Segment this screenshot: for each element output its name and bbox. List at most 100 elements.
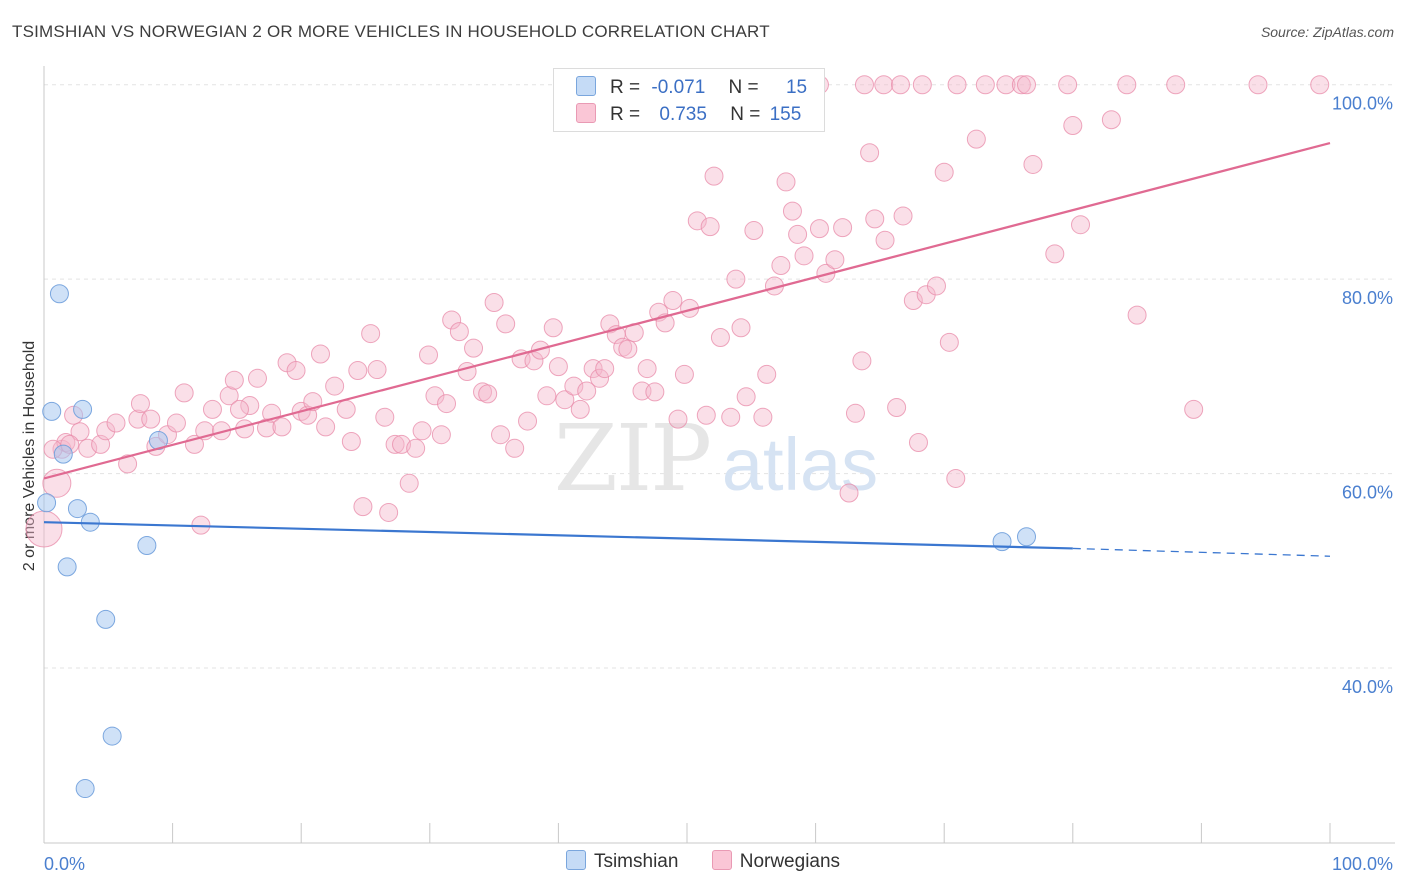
norwegians-point xyxy=(96,421,116,441)
norwegians-point xyxy=(361,324,381,344)
norwegians-point xyxy=(845,403,865,423)
norwegians-point xyxy=(710,327,730,347)
tsimshian-point xyxy=(137,536,157,556)
y-tick-label: 60.0% xyxy=(1342,483,1393,503)
norwegians-point xyxy=(865,209,885,229)
norwegians-point xyxy=(1248,75,1268,95)
tsimshian-point xyxy=(57,557,77,577)
norwegians-point xyxy=(202,399,222,419)
norwegians-point xyxy=(782,201,802,221)
norwegians-point xyxy=(700,217,720,237)
norwegians-point xyxy=(890,75,910,95)
norwegians-point xyxy=(926,276,946,296)
norwegians-point xyxy=(425,386,445,406)
norwegians-point xyxy=(704,166,724,186)
tsimshian-point xyxy=(53,444,73,464)
norwegians-point xyxy=(524,351,544,371)
norwegians-point xyxy=(1117,75,1137,95)
norwegians-point xyxy=(379,502,399,522)
norwegians-point xyxy=(106,413,126,433)
norwegians-point xyxy=(668,409,688,429)
norwegians-point xyxy=(996,75,1016,95)
x-tick-label-start: 0.0% xyxy=(44,854,85,874)
tsimshian-point xyxy=(73,399,93,419)
norwegians-point xyxy=(1310,75,1330,95)
norwegians-point xyxy=(543,318,563,338)
norwegians-point xyxy=(399,473,419,493)
norwegians-point xyxy=(247,368,267,388)
tsimshian-trend-extension xyxy=(1072,547,1331,557)
legend-n-value: 15 xyxy=(785,77,808,98)
norwegians-point xyxy=(825,250,845,270)
norwegians-point xyxy=(392,434,412,454)
norwegians-point xyxy=(860,143,880,163)
norwegians-point xyxy=(464,338,484,358)
legend-n-label: N = xyxy=(728,77,759,98)
tsimshian-trend-line xyxy=(43,521,1073,550)
norwegians-point xyxy=(757,364,777,384)
norwegians-point xyxy=(272,417,292,437)
tsimshian-point xyxy=(49,284,69,304)
norwegians-point xyxy=(645,382,665,402)
norwegians-point xyxy=(618,339,638,359)
norwegians-point xyxy=(934,162,954,182)
norwegians-point xyxy=(816,263,836,283)
norwegians-point xyxy=(1058,75,1078,95)
watermark-atlas: atlas xyxy=(722,423,878,506)
tsimshian-point xyxy=(102,726,122,746)
norwegians-point xyxy=(663,291,683,311)
norwegians-point xyxy=(600,314,620,334)
norwegians-point xyxy=(555,390,575,410)
norwegians-point xyxy=(310,344,330,364)
norwegians-point xyxy=(583,359,603,379)
norwegians-point xyxy=(726,269,746,289)
tsimshian-point xyxy=(37,493,57,513)
norwegians-point xyxy=(336,399,356,419)
norwegians-point xyxy=(406,438,426,458)
norwegians-point xyxy=(530,340,550,360)
axes xyxy=(43,66,1395,844)
norwegians-point xyxy=(736,387,756,407)
norwegians-point xyxy=(687,211,707,231)
legend-row-norwegians: R = 0.735 N = 155 xyxy=(576,103,801,129)
y-tick-label: 80.0% xyxy=(1342,288,1393,308)
legend-r-label: R = xyxy=(610,77,641,98)
norwegians-point xyxy=(118,454,138,474)
norwegians-point xyxy=(219,386,239,406)
norwegians-point xyxy=(903,291,923,311)
norwegians-point xyxy=(893,206,913,226)
tsimshian-point xyxy=(67,499,87,519)
bottom-legend-label: Tsimshian xyxy=(593,851,679,872)
norwegians-point xyxy=(174,383,194,403)
norwegians-point xyxy=(1184,399,1204,419)
norwegians-point xyxy=(1101,110,1121,130)
norwegians-point xyxy=(852,351,872,371)
tsimshian-point xyxy=(1017,527,1037,547)
norwegians-point xyxy=(794,246,814,266)
norwegians-point xyxy=(595,359,615,379)
source-label: Source: ZipAtlas.com xyxy=(1260,24,1394,40)
norwegians-point xyxy=(753,407,773,427)
norwegians-point xyxy=(776,172,796,192)
norwegians-point xyxy=(375,407,395,427)
norwegians-point xyxy=(412,421,432,441)
norwegians-point xyxy=(286,361,306,381)
norwegians-point xyxy=(939,332,959,352)
norwegians-point xyxy=(721,407,741,427)
norwegians-point xyxy=(518,411,538,431)
x-tick-label-end: 100.0% xyxy=(1332,854,1393,874)
norwegians-point xyxy=(874,75,894,95)
norwegians-point xyxy=(696,405,716,425)
norwegians-point xyxy=(1166,75,1186,95)
bottom-legend-label: Norwegians xyxy=(739,851,841,872)
norwegians-point xyxy=(316,417,336,437)
bottom-legend-norwegians: Norwegians xyxy=(711,850,841,873)
norwegians-point xyxy=(674,364,694,384)
norwegians-point xyxy=(1045,244,1065,264)
y-tick-label: 40.0% xyxy=(1342,677,1393,697)
legend-r-value: 0.735 xyxy=(659,104,707,125)
legend-swatch-tsimshian xyxy=(576,76,596,96)
norwegians-point xyxy=(975,75,995,95)
norwegians-point xyxy=(496,314,516,334)
